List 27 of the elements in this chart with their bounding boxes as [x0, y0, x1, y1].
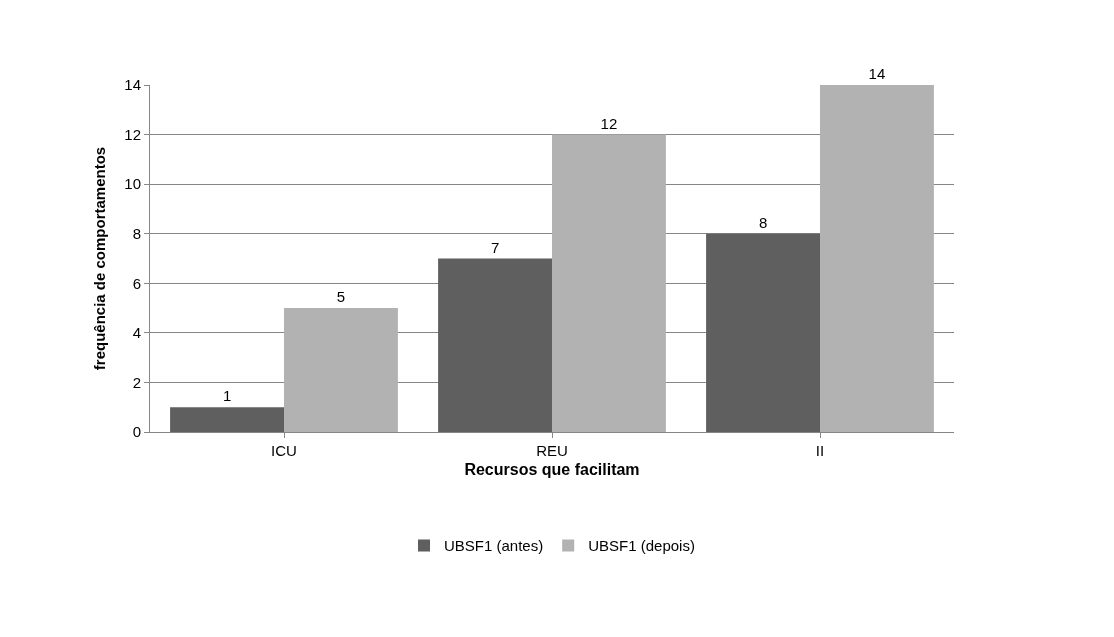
- data-label: 12: [600, 114, 618, 132]
- x-tick-label: ICU: [271, 442, 297, 459]
- bar: [706, 233, 820, 432]
- data-label: 14: [868, 65, 886, 82]
- bar: [552, 134, 666, 432]
- bar: [284, 308, 398, 432]
- data-label: 1: [222, 387, 232, 405]
- legend-label: UBSF1 (depois): [588, 537, 695, 555]
- bar: [820, 85, 934, 432]
- y-tick-label: 6: [132, 274, 141, 292]
- data-label: 5: [336, 288, 346, 306]
- bar: [438, 258, 552, 432]
- y-tick-label: 2: [132, 373, 141, 391]
- y-tick-label: 4: [132, 324, 141, 342]
- y-tick-label: 14: [124, 76, 141, 94]
- x-axis-title: Recursos que facilitam: [464, 460, 640, 478]
- y-tick-label: 8: [132, 224, 141, 242]
- legend-label: UBSF1 (antes): [444, 537, 544, 555]
- y-tick-label: 12: [124, 125, 141, 143]
- data-label: 8: [758, 213, 768, 231]
- y-tick-label: 0: [132, 423, 141, 441]
- x-tick-label: REU: [536, 442, 568, 459]
- bar: [170, 407, 284, 432]
- y-tick-label: 10: [124, 175, 141, 193]
- data-label: 7: [490, 238, 500, 256]
- y-axis-title: frequência de comportamentos: [90, 146, 108, 371]
- x-tick-label: II: [815, 442, 825, 459]
